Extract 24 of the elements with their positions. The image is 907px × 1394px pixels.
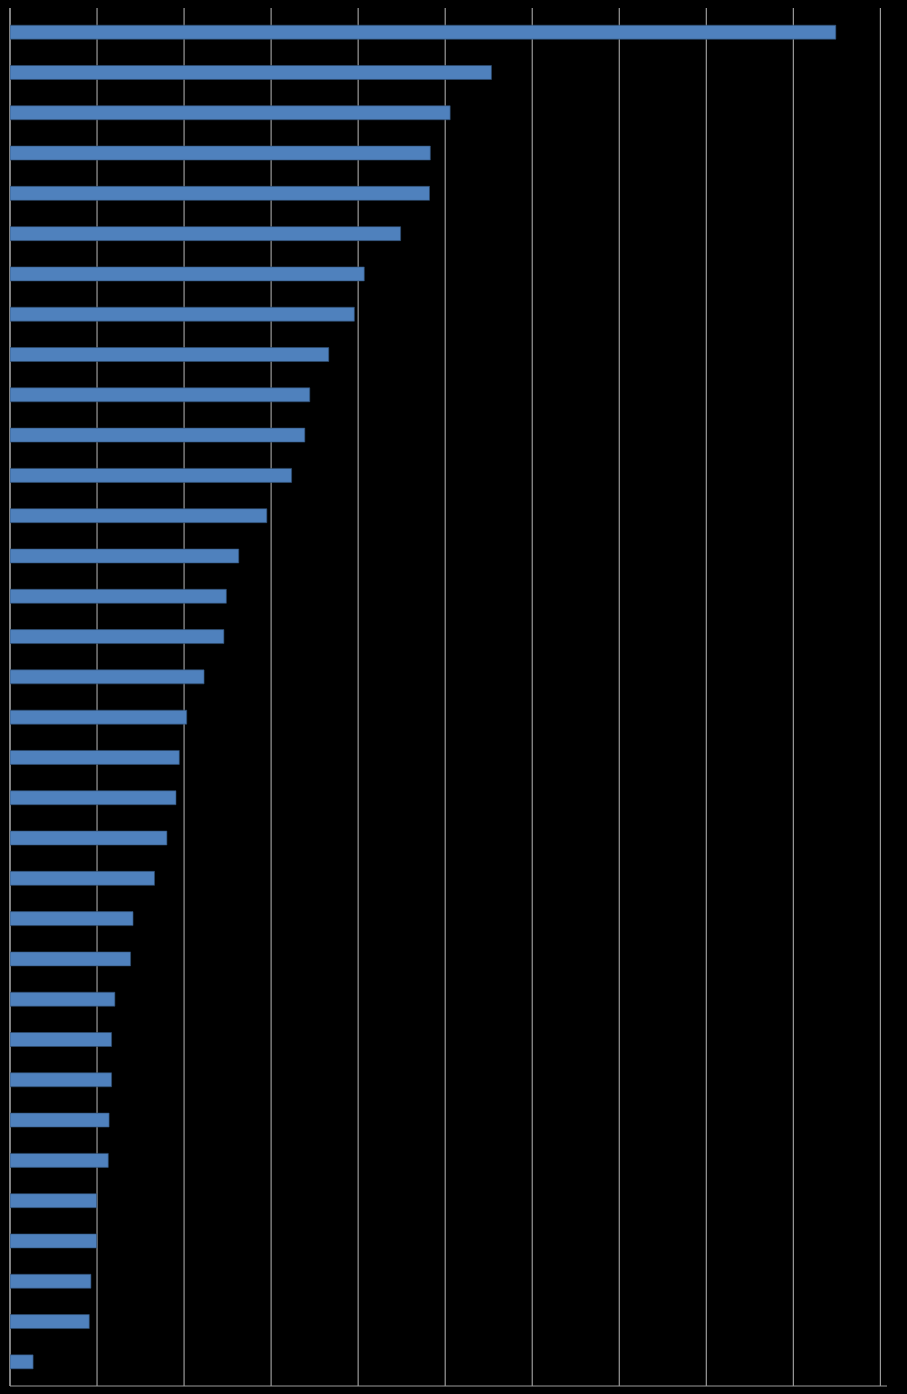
bar	[10, 186, 430, 201]
bar	[10, 24, 837, 40]
bar	[10, 1032, 112, 1047]
bar	[10, 1153, 109, 1168]
bar	[10, 1273, 92, 1289]
bar	[10, 911, 134, 926]
bar	[10, 65, 492, 80]
bar	[10, 790, 177, 806]
bar	[10, 588, 227, 604]
bar	[10, 508, 268, 523]
bar	[10, 226, 401, 241]
bar	[10, 306, 355, 322]
bar	[10, 468, 292, 483]
bar	[10, 709, 188, 725]
bar	[10, 1314, 90, 1329]
bar	[10, 1072, 112, 1088]
bar	[10, 871, 155, 886]
bar	[10, 347, 330, 362]
bar	[10, 629, 225, 644]
bar	[10, 1193, 98, 1208]
bar	[10, 991, 116, 1007]
bar	[10, 105, 451, 121]
bar	[10, 387, 311, 403]
bar	[10, 750, 180, 765]
